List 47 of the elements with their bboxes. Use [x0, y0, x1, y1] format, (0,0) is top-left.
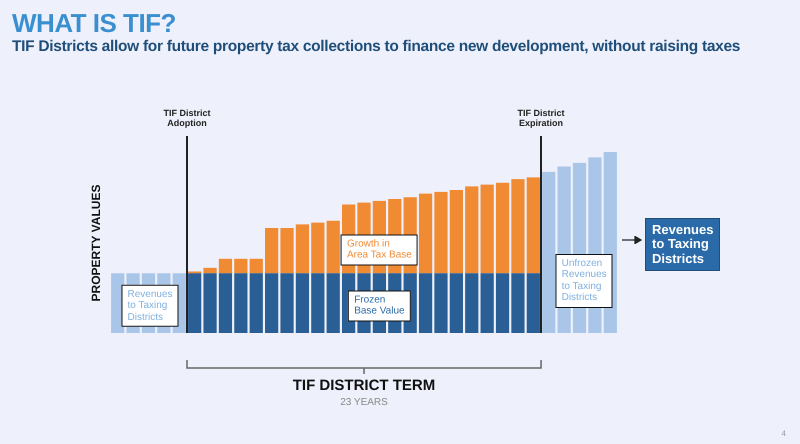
bar — [265, 273, 278, 333]
text: TIF District Expiration — [518, 108, 565, 129]
x-axis-title: TIF DISTRICT TERM — [292, 377, 436, 394]
bar — [250, 273, 263, 333]
y-axis-title: PROPERTY VALUES — [89, 184, 103, 302]
bar — [511, 273, 525, 333]
bar — [526, 273, 540, 333]
bar — [434, 192, 448, 274]
bar — [296, 224, 310, 274]
bar — [480, 184, 494, 274]
annotation: Growth in Area Tax Base — [340, 234, 418, 266]
annotation: Revenues to Taxing Districts — [122, 284, 179, 328]
bar — [465, 273, 478, 333]
bar — [480, 273, 494, 333]
bar — [496, 273, 510, 333]
bar — [218, 273, 232, 333]
bar — [203, 268, 217, 274]
bar — [250, 258, 263, 274]
bar — [234, 258, 248, 274]
bar — [450, 273, 463, 333]
chart-title: WHAT IS TIF? — [12, 8, 176, 39]
bar — [418, 194, 432, 274]
text: 4 — [782, 429, 786, 438]
bar — [265, 228, 278, 274]
bar — [280, 273, 294, 333]
text: Revenues to Taxing Districts — [645, 218, 720, 271]
bar — [511, 179, 525, 274]
bar — [234, 273, 248, 333]
bar — [296, 273, 310, 333]
bar — [326, 220, 340, 274]
bar — [418, 273, 432, 333]
bar — [188, 273, 202, 333]
bar — [311, 273, 324, 333]
bar — [434, 273, 448, 333]
bar — [450, 190, 463, 274]
bar — [203, 273, 217, 333]
bar — [496, 182, 510, 274]
bar — [280, 228, 294, 274]
chart-subtitle: TIF Districts allow for future property tax collections to finance new development, without raising taxes — [12, 38, 740, 56]
bar — [465, 186, 478, 274]
bar — [326, 273, 340, 333]
annotation: Frozen Base Value — [348, 290, 411, 322]
text: TIF District Adoption — [163, 108, 210, 129]
bar — [218, 258, 232, 274]
annotation: Unfrozen Revenues to Taxing Districts — [556, 254, 613, 308]
text: 23 YEARS — [340, 397, 388, 408]
bar — [311, 222, 324, 274]
